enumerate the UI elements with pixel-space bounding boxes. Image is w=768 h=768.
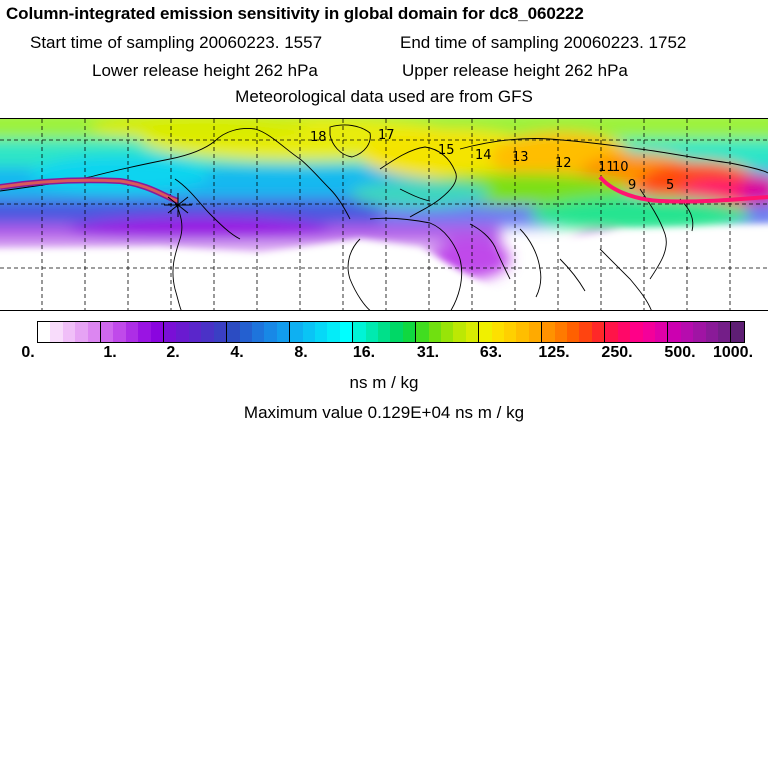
- tick-label: 500.: [664, 344, 696, 361]
- colorbar-swatch: [516, 322, 529, 342]
- tick-label: 2.: [166, 344, 180, 361]
- colorbar-swatch: [113, 322, 126, 342]
- colorbar-swatch: [416, 322, 429, 342]
- colorbar-swatch: [428, 322, 441, 342]
- colorbar-swatch: [239, 322, 252, 342]
- colorbar-swatch: [504, 322, 517, 342]
- track-label-18: 18: [310, 130, 327, 145]
- tick-label: 4.: [230, 344, 244, 361]
- sensitivity-map: 18 17 15 14 13 12 11 10 9 5: [0, 118, 768, 311]
- white-region: [0, 224, 768, 310]
- colorbar-swatch: [138, 322, 151, 342]
- track-label-12: 12: [555, 156, 572, 171]
- colorbar-swatch: [87, 322, 102, 342]
- colorbar-swatch: [654, 322, 669, 342]
- met-data-label: Meteorological data used are from GFS: [235, 87, 533, 106]
- colorbar-swatch: [353, 322, 366, 342]
- colorbar-swatch: [164, 322, 177, 342]
- colorbar-swatch: [339, 322, 354, 342]
- track-label-11: 11: [598, 160, 615, 175]
- colorbar-swatch: [125, 322, 139, 342]
- track-label-5: 5: [666, 178, 674, 193]
- colorbar-swatch: [402, 322, 417, 342]
- tick-label: 250.: [601, 344, 633, 361]
- track-label-9: 9: [628, 178, 636, 193]
- colorbar-swatch: [365, 322, 378, 342]
- flight-track: [0, 175, 768, 217]
- colorbar-swatch: [201, 322, 214, 342]
- colorbar-swatch: [605, 322, 618, 342]
- colorbar-swatch: [441, 322, 454, 342]
- tick-label: 8.: [294, 344, 308, 361]
- colorbar-swatch: [227, 322, 240, 342]
- upper-release-label: Upper release height 262 hPa: [402, 61, 628, 80]
- colorbar-swatch: [276, 322, 291, 342]
- graticule: [0, 119, 768, 310]
- tick-label: 0.: [21, 344, 35, 361]
- map-canvas: 18 17 15 14 13 12 11 10 9 5: [0, 119, 768, 310]
- colorbar-swatch: [176, 322, 189, 342]
- colorbar-swatch: [101, 322, 114, 342]
- colorbar-swatch: [264, 322, 277, 342]
- end-time-label: End time of sampling 20060223. 1752: [400, 33, 687, 52]
- lower-release-label: Lower release height 262 hPa: [92, 61, 318, 80]
- tick-label: 125.: [538, 344, 570, 361]
- colorbar-swatch: [680, 322, 694, 342]
- track-labels: 18 17 15 14 13 12 11 10 9 5: [310, 128, 674, 193]
- colorbar-swatch: [579, 322, 592, 342]
- colorbar-swatch: [591, 322, 606, 342]
- track-label-17: 17: [378, 128, 395, 143]
- colorbar-swatch: [731, 322, 744, 342]
- colorbar-swatch: [150, 322, 165, 342]
- colorbar-swatch: [62, 322, 76, 342]
- colorbar-swatch: [528, 322, 543, 342]
- colorbar-swatch: [465, 322, 480, 342]
- maximum-value-label: Maximum value 0.129E+04 ns m / kg: [243, 403, 525, 422]
- colorbar-swatch: [642, 322, 655, 342]
- colorbar-swatch: [630, 322, 643, 342]
- colorbar-swatch: [542, 322, 555, 342]
- tick-label: 1000.: [712, 344, 754, 361]
- colorbar-swatch: [617, 322, 631, 342]
- colorbar-swatch: [693, 322, 706, 342]
- tick-label: 1.: [103, 344, 117, 361]
- colorbar-swatch: [377, 322, 391, 342]
- colorbar-swatch: [717, 322, 732, 342]
- colorbar-swatch: [314, 322, 328, 342]
- colorbar-swatch: [290, 322, 303, 342]
- track-label-14: 14: [475, 148, 492, 163]
- colorbar-swatch: [75, 322, 88, 342]
- coastlines: [0, 124, 768, 310]
- start-time-label: Start time of sampling 20060223. 1557: [30, 33, 323, 52]
- colorbar-swatch: [302, 322, 315, 342]
- colorbar-swatch: [38, 322, 51, 342]
- colorbar-swatch: [705, 322, 718, 342]
- colorbar-swatch: [390, 322, 403, 342]
- tick-label: 63.: [479, 344, 503, 361]
- colorbar-swatch: [251, 322, 265, 342]
- colorbar-swatch: [554, 322, 568, 342]
- colorbar-swatch: [213, 322, 228, 342]
- plot-title: Column-integrated emission sensitivity i…: [6, 4, 584, 23]
- tick-label: 31.: [416, 344, 440, 361]
- colorbar-swatch: [491, 322, 505, 342]
- colorbar-swatch: [668, 322, 681, 342]
- colorbar-unit: ns m / kg: [349, 373, 419, 392]
- colorbar-swatch: [453, 322, 466, 342]
- colorbar-swatch: [327, 322, 340, 342]
- tick-label: 16.: [352, 344, 376, 361]
- colorbar-swatch: [567, 322, 580, 342]
- colorbar: [37, 321, 745, 343]
- colorbar-swatch: [50, 322, 63, 342]
- track-label-13: 13: [512, 150, 529, 165]
- track-label-10: 10: [612, 160, 629, 175]
- track-label-15: 15: [438, 143, 455, 158]
- colorbar-swatch: [479, 322, 492, 342]
- colorbar-swatch: [188, 322, 202, 342]
